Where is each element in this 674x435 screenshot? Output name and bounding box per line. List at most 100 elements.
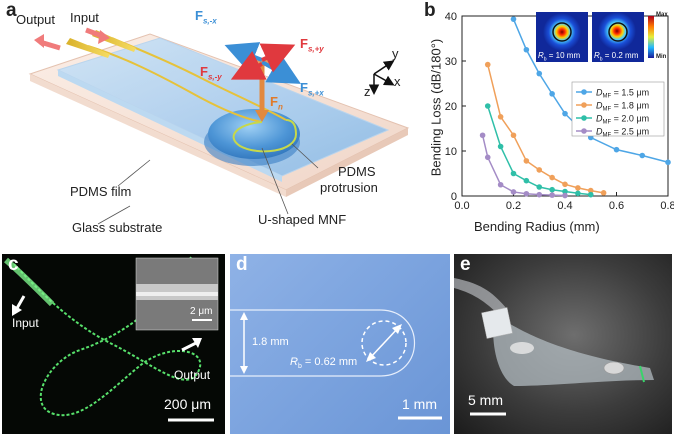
width-arrow-bottom [240, 366, 248, 374]
panel-b-chart: b 0.0 0.2 0.4 0.6 0.8 0 10 20 30 40 [420, 0, 674, 250]
data-point [497, 143, 504, 150]
series-line-0 [512, 18, 669, 163]
legend-swatch-marker [581, 89, 587, 95]
input-arrow-c-head [12, 304, 22, 316]
colorbar-min: Min [656, 54, 667, 60]
data-point [562, 181, 568, 188]
data-point [510, 132, 517, 139]
data-point [575, 190, 581, 197]
width-arrow-top [240, 312, 248, 320]
label-u-shaped-mnf: U-shaped MNF [258, 212, 347, 227]
data-point [536, 70, 543, 77]
label-width-d: 1.8 mm [252, 336, 289, 348]
data-point [549, 174, 555, 181]
colorbar-max: Max [656, 12, 668, 18]
u-shape-image [230, 309, 442, 420]
panel-a-schematic: a [0, 0, 420, 250]
panel-c-optical-image: c Input Output 200 μm 2 μm [2, 254, 225, 434]
radius-arrow-head-1 [392, 324, 402, 334]
chart-ylabel: Bending Loss (dB/180°) [428, 38, 444, 177]
device-photo [454, 278, 654, 416]
scale-label-d: 1 mm [402, 396, 437, 412]
legend-label: DMF = 1.5 μm [596, 88, 649, 100]
output-arrow-head [34, 34, 44, 48]
data-point [639, 152, 646, 159]
label-pdms-protrusion-line2: protrusion [320, 180, 378, 195]
panel-e-photo: e 5 mm [454, 254, 672, 434]
panel-letter-e: e [460, 254, 471, 275]
data-point [575, 185, 581, 191]
data-point [549, 192, 555, 198]
inset-mode-10mm-profile [543, 13, 581, 51]
label-glass-substrate: Glass substrate [72, 220, 163, 235]
data-point [562, 188, 568, 195]
inset-label-10mm: Rb = 10 mm [538, 51, 581, 63]
mnf-taper-glow [4, 257, 55, 307]
series-group [479, 16, 671, 199]
axis-ticks: 0.0 0.2 0.4 0.6 0.8 0 10 20 30 40 [445, 11, 674, 212]
pdms-protrusion-dome [208, 109, 300, 159]
data-point [523, 190, 530, 197]
x-tick-label: 0.8 [660, 200, 674, 212]
label-output: Output [16, 12, 56, 27]
x-tick-label: 0.6 [609, 200, 624, 212]
legend-swatch-marker [581, 128, 587, 134]
data-point [484, 154, 491, 161]
inset-mode-02mm-profile [598, 12, 636, 50]
coordinate-axes [368, 60, 395, 95]
label-axis-x: x [394, 74, 401, 89]
y-tick-label: 30 [445, 56, 457, 68]
data-point [497, 181, 504, 188]
legend-label: DMF = 1.8 μm [596, 101, 649, 113]
y-tick-label: 0 [451, 191, 457, 203]
data-point [536, 167, 543, 173]
legend-swatch-marker [581, 115, 587, 121]
inset-colorbar [648, 16, 654, 58]
label-force-s-plus-x: Fs,+x [300, 80, 324, 98]
radius-arrow [369, 327, 399, 359]
label-axis-z: z [364, 84, 371, 99]
panel-letter-c: c [8, 254, 19, 275]
force-arrow-s-minus-x [224, 42, 263, 72]
data-point [549, 186, 555, 193]
device-schematic [28, 27, 410, 225]
label-force-s-minus-y: Fs,-y [200, 64, 222, 82]
bend-radius-circle [361, 320, 407, 366]
data-point [479, 132, 486, 139]
data-point [536, 191, 543, 198]
y-tick-label: 40 [445, 11, 457, 23]
data-point [523, 158, 530, 164]
data-point [523, 177, 530, 184]
leader-protrusion [291, 143, 319, 169]
x-tick-label: 0.2 [506, 200, 521, 212]
label-axis-y: y [392, 46, 399, 61]
leader-mnf [261, 147, 289, 215]
label-input-c: Input [12, 316, 39, 330]
label-force-s-minus-x: Fs,-x [195, 8, 217, 26]
force-arrow-s-plus-y [259, 43, 296, 73]
legend-label: DMF = 2.0 μm [596, 114, 649, 126]
data-point [587, 187, 594, 194]
data-point [510, 189, 517, 195]
series-line-1 [487, 64, 604, 194]
data-point [523, 46, 530, 53]
inset-label-02mm: Rb = 0.2 mm [594, 51, 639, 63]
data-point [484, 61, 491, 68]
bending-loss-chart: 0.0 0.2 0.4 0.6 0.8 0 10 20 30 40 [445, 11, 674, 212]
panel-letter-d: d [236, 254, 248, 275]
fiber-holder-block [481, 307, 513, 339]
label-input: Input [70, 10, 99, 25]
data-point [613, 146, 620, 153]
green-edge-glow [639, 365, 645, 383]
chart-xlabel: Bending Radius (mm) [474, 219, 600, 234]
data-point [510, 16, 517, 22]
u-shaped-fiber-outline [230, 309, 415, 377]
legend-swatch-marker [581, 102, 587, 108]
data-point [510, 170, 517, 177]
y-tick-label: 10 [445, 146, 457, 158]
output-arrow-c-head [192, 338, 202, 348]
data-point [484, 103, 491, 109]
data-point [562, 110, 568, 117]
scale-label-c: 200 μm [164, 396, 211, 412]
inset-mode-02mm-core [608, 22, 628, 42]
